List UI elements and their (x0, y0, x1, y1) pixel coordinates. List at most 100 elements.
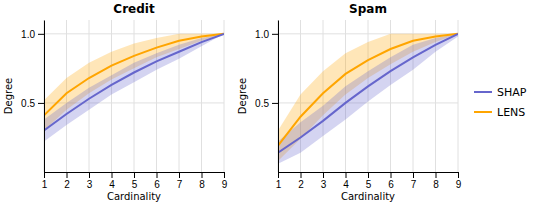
plot-area (278, 34, 458, 164)
x-tick-mark (179, 172, 180, 178)
grid-line-x (224, 20, 225, 172)
legend-label: LENS (497, 106, 525, 119)
x-tick-label: 9 (222, 179, 228, 190)
title: Spam (349, 2, 387, 16)
legend-item: SHAP (474, 86, 527, 99)
y-tick-mark (272, 103, 278, 104)
x-tick-mark (44, 172, 45, 178)
x-tick-label: 3 (321, 179, 327, 190)
chart-root: 1 2 3 4 5 6 7 8 9 0.5 1.0 Credit Cardinality Degree 1 2… (0, 0, 540, 204)
x-tick: 9 (222, 172, 228, 190)
grid (44, 20, 224, 172)
grid-line-x (44, 20, 45, 172)
legend-item: LENS (474, 106, 525, 119)
x-tick-mark (301, 172, 302, 178)
y-axis-line (44, 21, 45, 173)
y-tick-label: 0.5 (255, 98, 269, 109)
y-tick-label: 0.5 (21, 98, 35, 109)
x-tick-label: 6 (388, 179, 394, 190)
x-tick-label: 7 (411, 179, 417, 190)
x-tick-mark (202, 172, 203, 178)
x-tick: 8 (433, 172, 439, 190)
x-tick: 4 (109, 172, 115, 190)
x-tick-mark (112, 172, 113, 178)
x-tick: 1 (42, 172, 48, 190)
y-axis: 0.5 1.0 (255, 21, 278, 173)
y-tick-mark (38, 34, 44, 35)
title: Credit (113, 2, 155, 16)
x-tick: 7 (177, 172, 183, 190)
x-tick-label: 8 (433, 179, 439, 190)
x-tick: 6 (388, 172, 394, 190)
x-tick: 4 (343, 172, 349, 190)
x-tick-label: 5 (132, 179, 138, 190)
x-tick: 2 (64, 172, 70, 190)
x-tick-label: 7 (177, 179, 183, 190)
x-tick: 2 (298, 172, 304, 190)
grid-line-x (458, 20, 459, 172)
x-tick: 5 (132, 172, 138, 190)
band (44, 34, 224, 142)
y-axis-title: Degree (237, 78, 248, 114)
x-axis-title: Cardinality (341, 191, 395, 202)
x-tick-mark (368, 172, 369, 178)
y-tick: 0.5 (255, 98, 278, 109)
series-line (44, 34, 224, 131)
y-tick: 1.0 (255, 29, 278, 40)
x-tick-mark (323, 172, 324, 178)
x-tick-mark (436, 172, 437, 178)
x-tick-label: 4 (343, 179, 349, 190)
y-axis-line (278, 21, 279, 173)
x-tick: 9 (456, 172, 462, 190)
legend-swatch (474, 111, 492, 113)
x-tick-mark (89, 172, 90, 178)
x-tick: 8 (199, 172, 205, 190)
legend-swatch (474, 91, 492, 93)
x-tick: 1 (276, 172, 282, 190)
series-line (44, 34, 224, 116)
series-line (278, 34, 458, 146)
x-tick-label: 3 (87, 179, 93, 190)
panel: 1 2 3 4 5 6 7 8 9 0.5 1.0 Spam Cardinality Degree (237, 2, 462, 202)
plot-area (44, 34, 224, 142)
x-tick: 6 (154, 172, 160, 190)
y-axis: 0.5 1.0 (21, 21, 44, 173)
x-tick-label: 4 (109, 179, 115, 190)
x-tick-mark (413, 172, 414, 178)
x-tick-mark (346, 172, 347, 178)
grid-line-x (134, 20, 135, 172)
x-axis: 1 2 3 4 5 6 7 8 9 (42, 172, 228, 190)
x-tick: 5 (366, 172, 372, 190)
y-tick-mark (272, 34, 278, 35)
x-tick-label: 2 (298, 179, 304, 190)
x-tick-label: 1 (276, 179, 282, 190)
y-tick: 1.0 (21, 29, 44, 40)
x-tick-label: 6 (154, 179, 160, 190)
x-tick: 7 (411, 172, 417, 190)
x-tick-label: 9 (456, 179, 462, 190)
x-tick-mark (278, 172, 279, 178)
figure: 1 2 3 4 5 6 7 8 9 0.5 1.0 Credit Cardinality Degree 1 2… (0, 0, 540, 204)
y-tick-label: 1.0 (21, 29, 35, 40)
legend-label: SHAP (497, 86, 527, 99)
band (278, 34, 458, 164)
x-tick-label: 1 (42, 179, 48, 190)
x-tick: 3 (321, 172, 327, 190)
x-tick-label: 2 (64, 179, 70, 190)
x-tick-label: 5 (366, 179, 372, 190)
x-tick-mark (67, 172, 68, 178)
x-tick-mark (134, 172, 135, 178)
y-axis-title: Degree (3, 78, 14, 114)
series-line (278, 34, 458, 153)
x-axis: 1 2 3 4 5 6 7 8 9 (276, 172, 462, 190)
panel: 1 2 3 4 5 6 7 8 9 0.5 1.0 Credit Cardinality Degree (3, 2, 228, 202)
x-tick-mark (157, 172, 158, 178)
grid (278, 20, 458, 172)
grid-line-x (278, 20, 279, 172)
y-tick-label: 1.0 (255, 29, 269, 40)
x-axis-title: Cardinality (107, 191, 161, 202)
x-tick-mark (458, 172, 459, 178)
x-tick-label: 8 (199, 179, 205, 190)
x-tick-mark (391, 172, 392, 178)
legend: SHAP LENS (474, 86, 527, 119)
